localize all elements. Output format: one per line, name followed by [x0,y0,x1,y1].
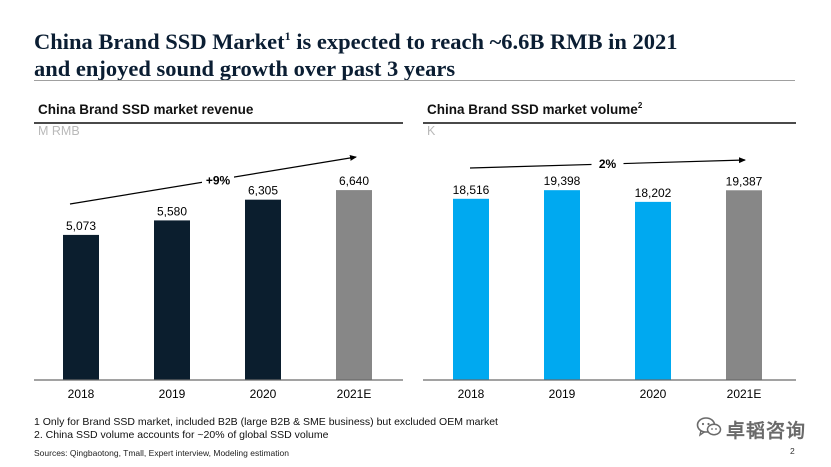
volume-bar-2020 [635,201,671,380]
volume-growth-label-bg [591,156,624,171]
brand-name: 卓韬咨询 [726,420,807,442]
volume-category-label: 2020 [640,387,667,401]
page-number: 2 [790,446,795,456]
revenue-chart-title: China Brand SSD market revenue [38,102,254,117]
revenue-value-label: 6,305 [248,184,278,198]
volume-value-label: 19,387 [726,174,763,188]
footnote-2: 2. China SSD volume accounts for ~20% of… [34,429,329,441]
title-line1-post: is expected to reach ~6.6B RMB in 2021 [290,29,678,54]
volume-category-label: 2021E [727,387,762,401]
revenue-growth-label: +9% [206,174,231,188]
revenue-value-label: 5,073 [66,219,96,233]
volume-category-label: 2018 [458,387,485,401]
volume-value-label: 18,516 [453,183,490,197]
volume-unit-label: K [427,124,436,138]
revenue-category-label: 2020 [250,387,277,401]
volume-bar-2018 [453,198,489,380]
volume-value-label: 18,202 [635,186,672,200]
volume-chart-title: China Brand SSD market volume2 [427,101,643,118]
revenue-category-label: 2019 [159,387,186,401]
volume-value-label: 19,398 [544,174,581,188]
revenue-value-label: 6,640 [339,174,369,188]
revenue-header-divider [34,122,403,124]
volume-bar-2019 [544,190,580,380]
wechat-icon [696,416,722,443]
volume-bar-2021E [726,190,762,380]
title-line2: and enjoyed sound growth over past 3 yea… [34,56,456,81]
revenue-category-label: 2021E [337,387,372,401]
revenue-growth-label-bg [202,172,234,188]
volume-growth-label: 2% [599,157,617,171]
revenue-value-label: 5,580 [157,204,187,218]
revenue-unit-label: M RMB [38,124,80,138]
volume-header-divider [423,122,796,124]
title-line1-pre: China Brand SSD Market [34,29,285,54]
sources-note: Sources: Qingbaotong, Tmall, Expert inte… [34,448,289,458]
revenue-bar-2021E [336,190,372,380]
revenue-bar-2018 [63,234,99,380]
brand-watermark: 卓韬咨询 [696,416,806,443]
charts-canvas: 5,073 2018 5,580 2019 6,305 2020 6,640 2021E +9%… [34,155,796,401]
volume-category-label: 2019 [549,387,576,401]
title-divider [34,80,795,81]
footnote-1: 1 Only for Brand SSD market, included B2… [34,416,498,428]
page-title: China Brand SSD Market1 is expected to r… [34,28,814,82]
revenue-category-label: 2018 [68,387,95,401]
revenue-bar-2019 [154,220,190,380]
title-footnote-marker: 1 [284,29,291,43]
volume-title-footnote-marker: 2 [637,101,643,110]
revenue-bar-2020 [245,199,281,380]
